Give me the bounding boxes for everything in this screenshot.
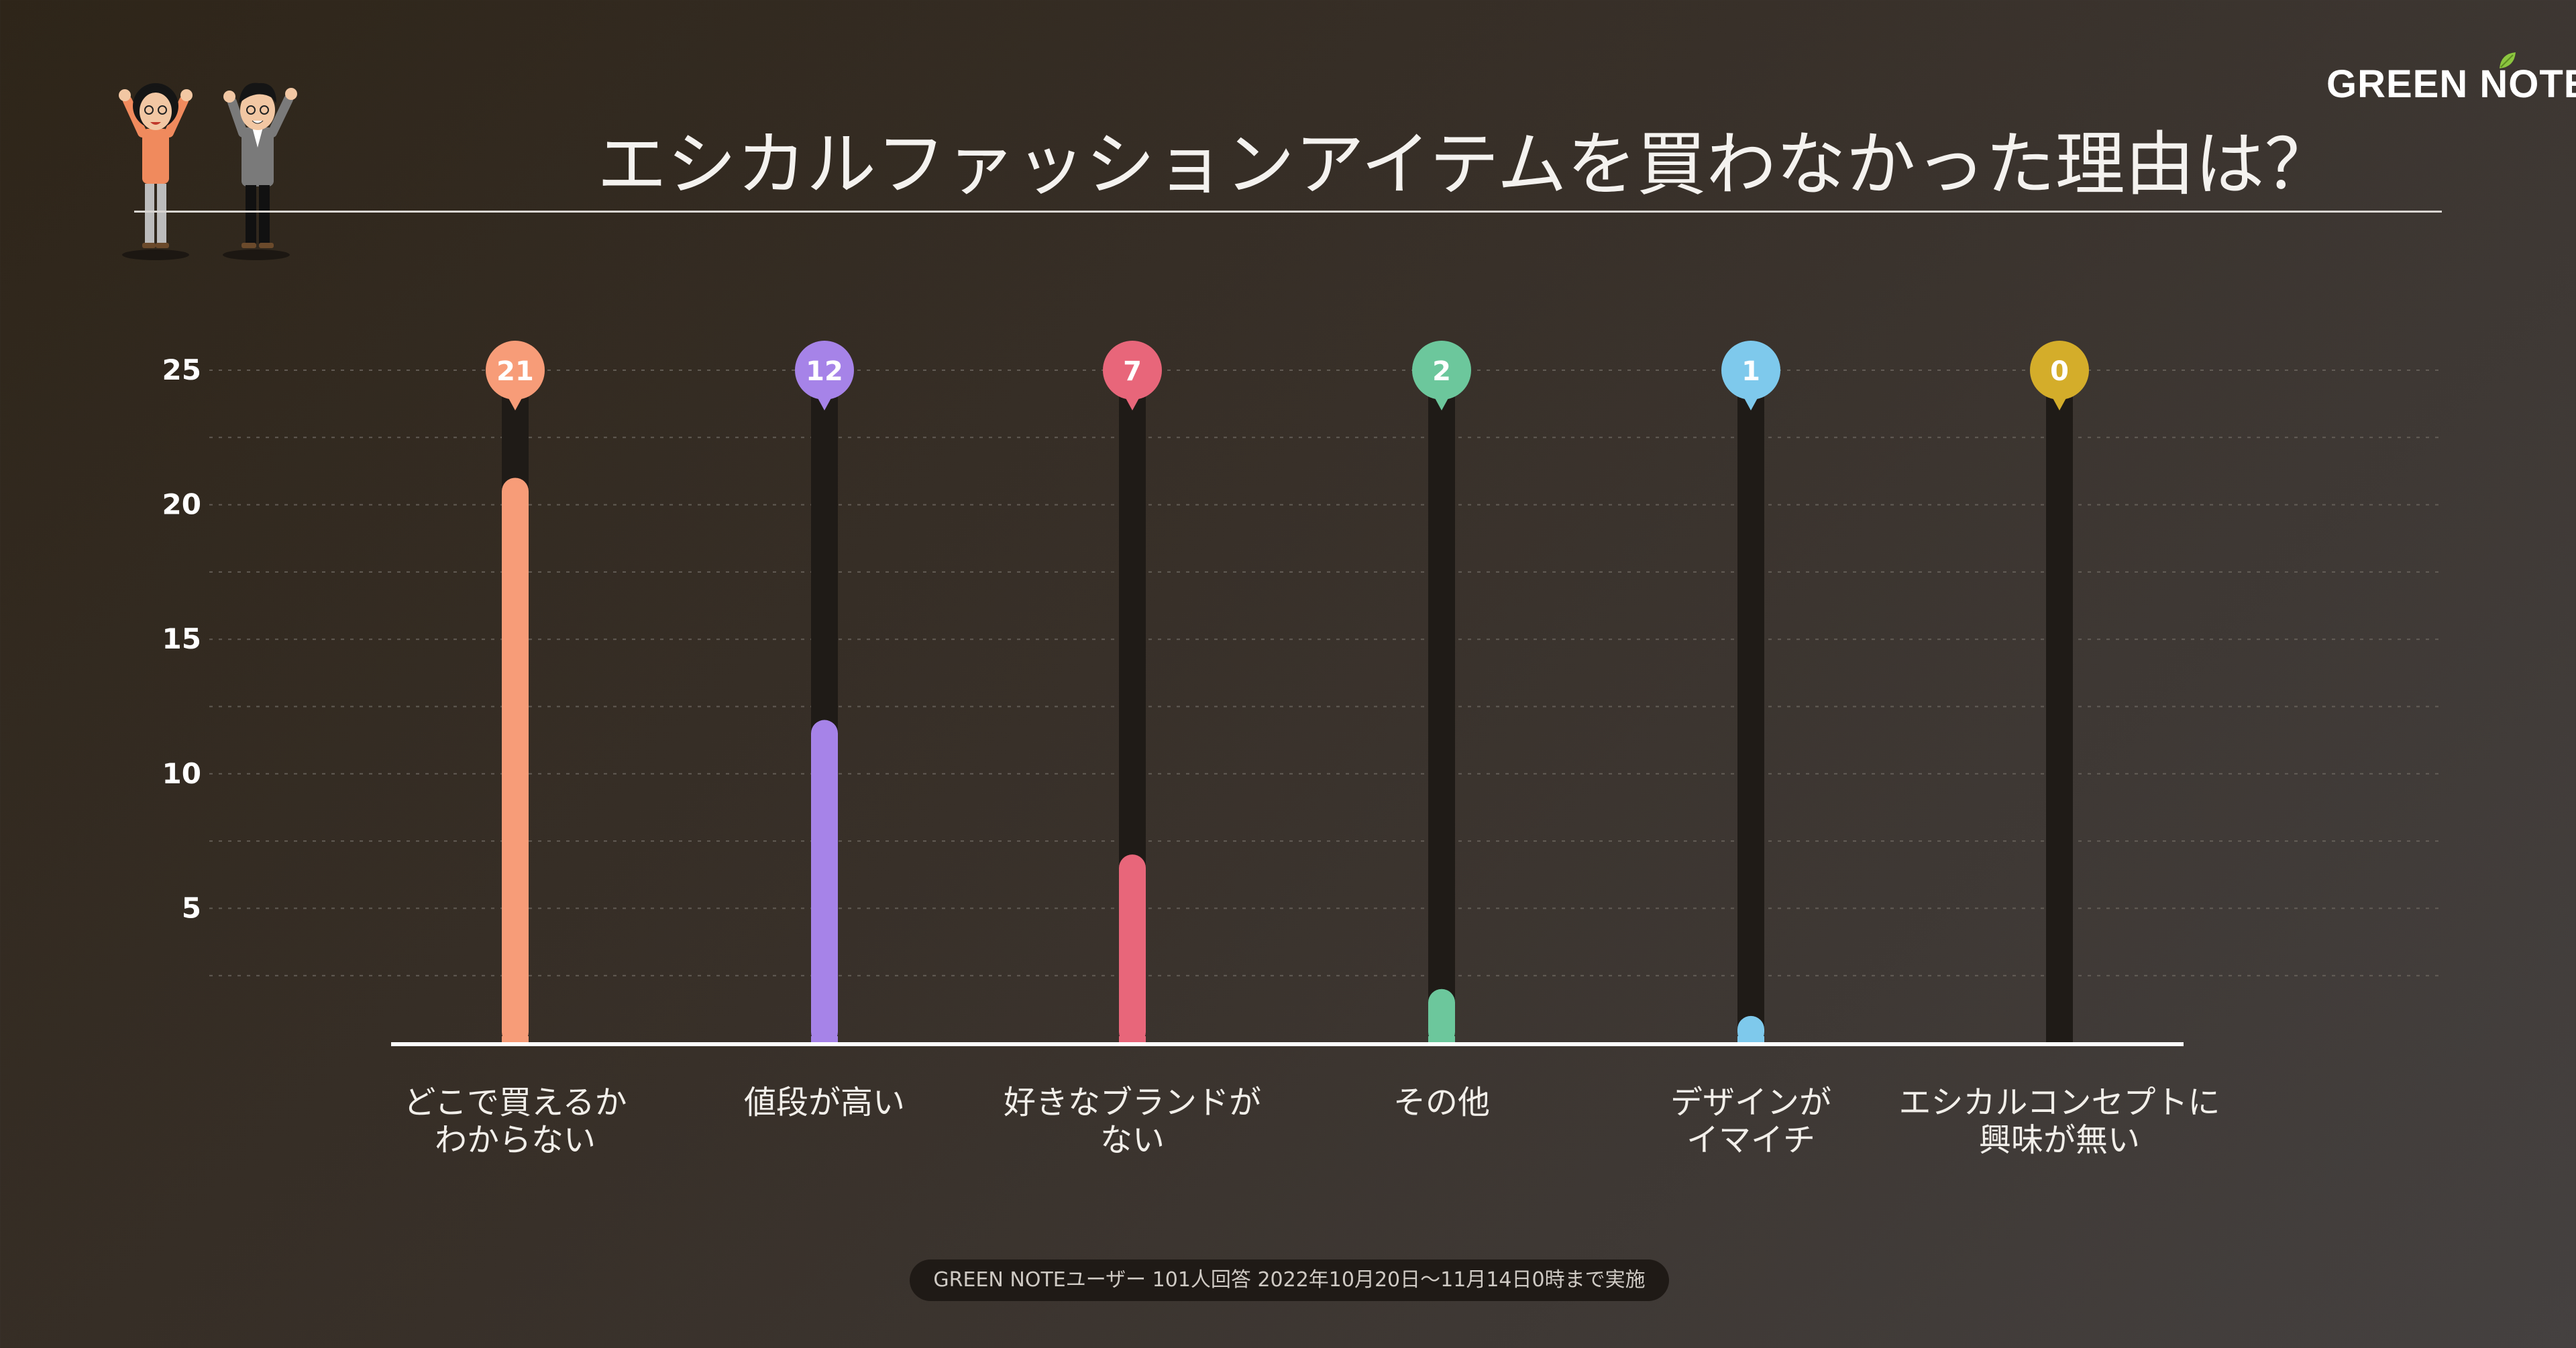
y-tick-label: 25 bbox=[162, 353, 201, 386]
value-badge bbox=[1103, 341, 1162, 400]
value-badge-pointer bbox=[1434, 396, 1450, 410]
leaf-icon bbox=[2500, 52, 2516, 68]
value-badge-pointer bbox=[816, 396, 833, 410]
bar bbox=[811, 720, 838, 1046]
bar bbox=[1428, 989, 1455, 1046]
category-label: どこで買えるか bbox=[403, 1084, 627, 1121]
bar bbox=[1119, 854, 1146, 1046]
category-label: デザインが bbox=[1670, 1084, 1831, 1121]
bar-base bbox=[1428, 1036, 1455, 1043]
value-badge-pointer bbox=[1743, 396, 1759, 410]
category-label: 好きなブランドが bbox=[1004, 1084, 1261, 1121]
y-tick-label: 10 bbox=[162, 757, 201, 790]
value-label: 1 bbox=[1741, 356, 1760, 387]
bar-base bbox=[1119, 1036, 1146, 1043]
value-label: 21 bbox=[496, 356, 534, 387]
value-badge bbox=[2030, 341, 2089, 400]
bar-base bbox=[811, 1036, 838, 1043]
category-label: 値段が高い bbox=[744, 1084, 905, 1121]
brand-logo: GREEN NOTE bbox=[2326, 62, 2576, 106]
bar-base bbox=[1737, 1036, 1764, 1043]
people-illustration bbox=[119, 82, 297, 260]
value-badge-pointer bbox=[2051, 396, 2068, 410]
value-badge bbox=[1412, 341, 1471, 400]
value-badge-pointer bbox=[507, 396, 523, 410]
bar-base bbox=[502, 1036, 529, 1043]
value-badge-pointer bbox=[1124, 396, 1140, 410]
value-label: 0 bbox=[2050, 356, 2069, 387]
value-badge bbox=[795, 341, 854, 400]
chart-title: エシカルファッションアイテムを買わなかった理由は？ bbox=[597, 123, 2334, 205]
value-badge bbox=[486, 341, 545, 400]
value-label: 2 bbox=[1432, 356, 1451, 387]
category-label: 興味が無い bbox=[1979, 1121, 2140, 1159]
survey-footnote: GREEN NOTEユーザー 101人回答 2022年10月20日〜11月14日… bbox=[910, 1259, 1669, 1301]
man-figure bbox=[223, 82, 297, 248]
category-label: その他 bbox=[1393, 1084, 1490, 1121]
bar-track bbox=[2046, 392, 2073, 1043]
value-label: 7 bbox=[1123, 356, 1142, 387]
value-badge bbox=[1721, 341, 1780, 400]
value-label: 12 bbox=[806, 356, 843, 387]
y-tick-label: 20 bbox=[162, 488, 201, 521]
bar-track bbox=[1737, 392, 1764, 1043]
y-tick-label: 5 bbox=[182, 891, 201, 924]
title-divider bbox=[134, 211, 2442, 213]
category-label: わからない bbox=[435, 1121, 596, 1159]
bar bbox=[502, 478, 529, 1046]
category-label: ない bbox=[1100, 1121, 1165, 1159]
category-label: エシカルコンセプトに bbox=[1898, 1084, 2220, 1121]
category-label: イマイチ bbox=[1686, 1121, 1815, 1159]
bar-track bbox=[1428, 392, 1455, 1043]
y-tick-label: 15 bbox=[162, 622, 201, 655]
woman-figure bbox=[119, 83, 193, 248]
